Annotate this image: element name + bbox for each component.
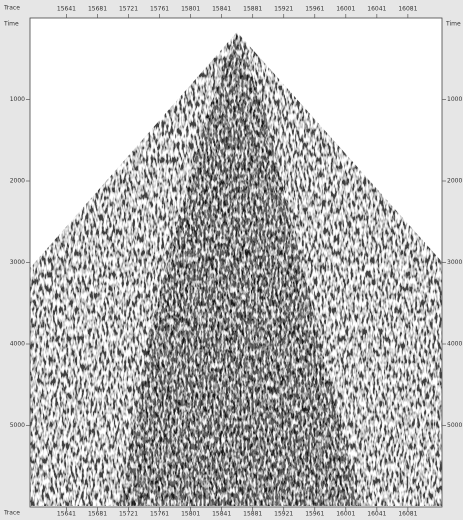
x-tick-label: 15881 — [243, 6, 262, 13]
chart: Trace Trace Time Time 15641 15641 15681 156… — [0, 0, 463, 520]
x-axis-label: Trace — [3, 5, 20, 12]
y-tick-label: 4000 — [10, 341, 25, 348]
y-axis-label: Time — [3, 21, 19, 28]
x-tick-label: 15681 — [88, 511, 107, 518]
x-tick-label: 16041 — [367, 511, 386, 518]
x-tick-label: 16081 — [398, 511, 417, 518]
y-tick-label: 2000 — [447, 178, 462, 185]
x-tick-label: 15801 — [181, 6, 200, 13]
y-tick-label: 1000 — [10, 96, 25, 103]
x-tick-label: 15761 — [150, 511, 169, 518]
y-tick-label: 1000 — [447, 96, 462, 103]
x-tick-label: 16001 — [336, 511, 355, 518]
x-tick-label: 15681 — [88, 6, 107, 13]
x-tick-label: 15761 — [150, 6, 169, 13]
x-tick-label: 15721 — [119, 6, 138, 13]
x-tick-label: 16081 — [398, 6, 417, 13]
x-tick-label: 15921 — [274, 511, 293, 518]
x-tick-label: 15641 — [57, 6, 76, 13]
y-tick-label: 3000 — [10, 259, 25, 266]
x-tick-label: 15801 — [181, 511, 200, 518]
x-tick-label: 15881 — [243, 511, 262, 518]
page: Trace Trace Time Time 15641 15641 15681 156… — [0, 0, 463, 520]
x-tick-label: 15961 — [305, 6, 324, 13]
y-tick-label: 5000 — [10, 422, 25, 429]
x-tick-label: 15961 — [305, 511, 324, 518]
x-tick-label: 16041 — [367, 6, 386, 13]
y-tick-label: 4000 — [447, 341, 462, 348]
x-tick-label: 15641 — [57, 511, 76, 518]
x-tick-label: 15841 — [212, 511, 231, 518]
x-tick-label: 15841 — [212, 6, 231, 13]
y-tick-label: 2000 — [10, 178, 25, 185]
x-tick-label: 16001 — [336, 6, 355, 13]
x-tick-label: 15721 — [119, 511, 138, 518]
y-tick-label: 3000 — [447, 259, 462, 266]
y-axis-label: Time — [445, 21, 461, 28]
x-axis-label: Trace — [3, 510, 20, 517]
x-tick-label: 15921 — [274, 6, 293, 13]
y-tick-label: 5000 — [447, 422, 462, 429]
